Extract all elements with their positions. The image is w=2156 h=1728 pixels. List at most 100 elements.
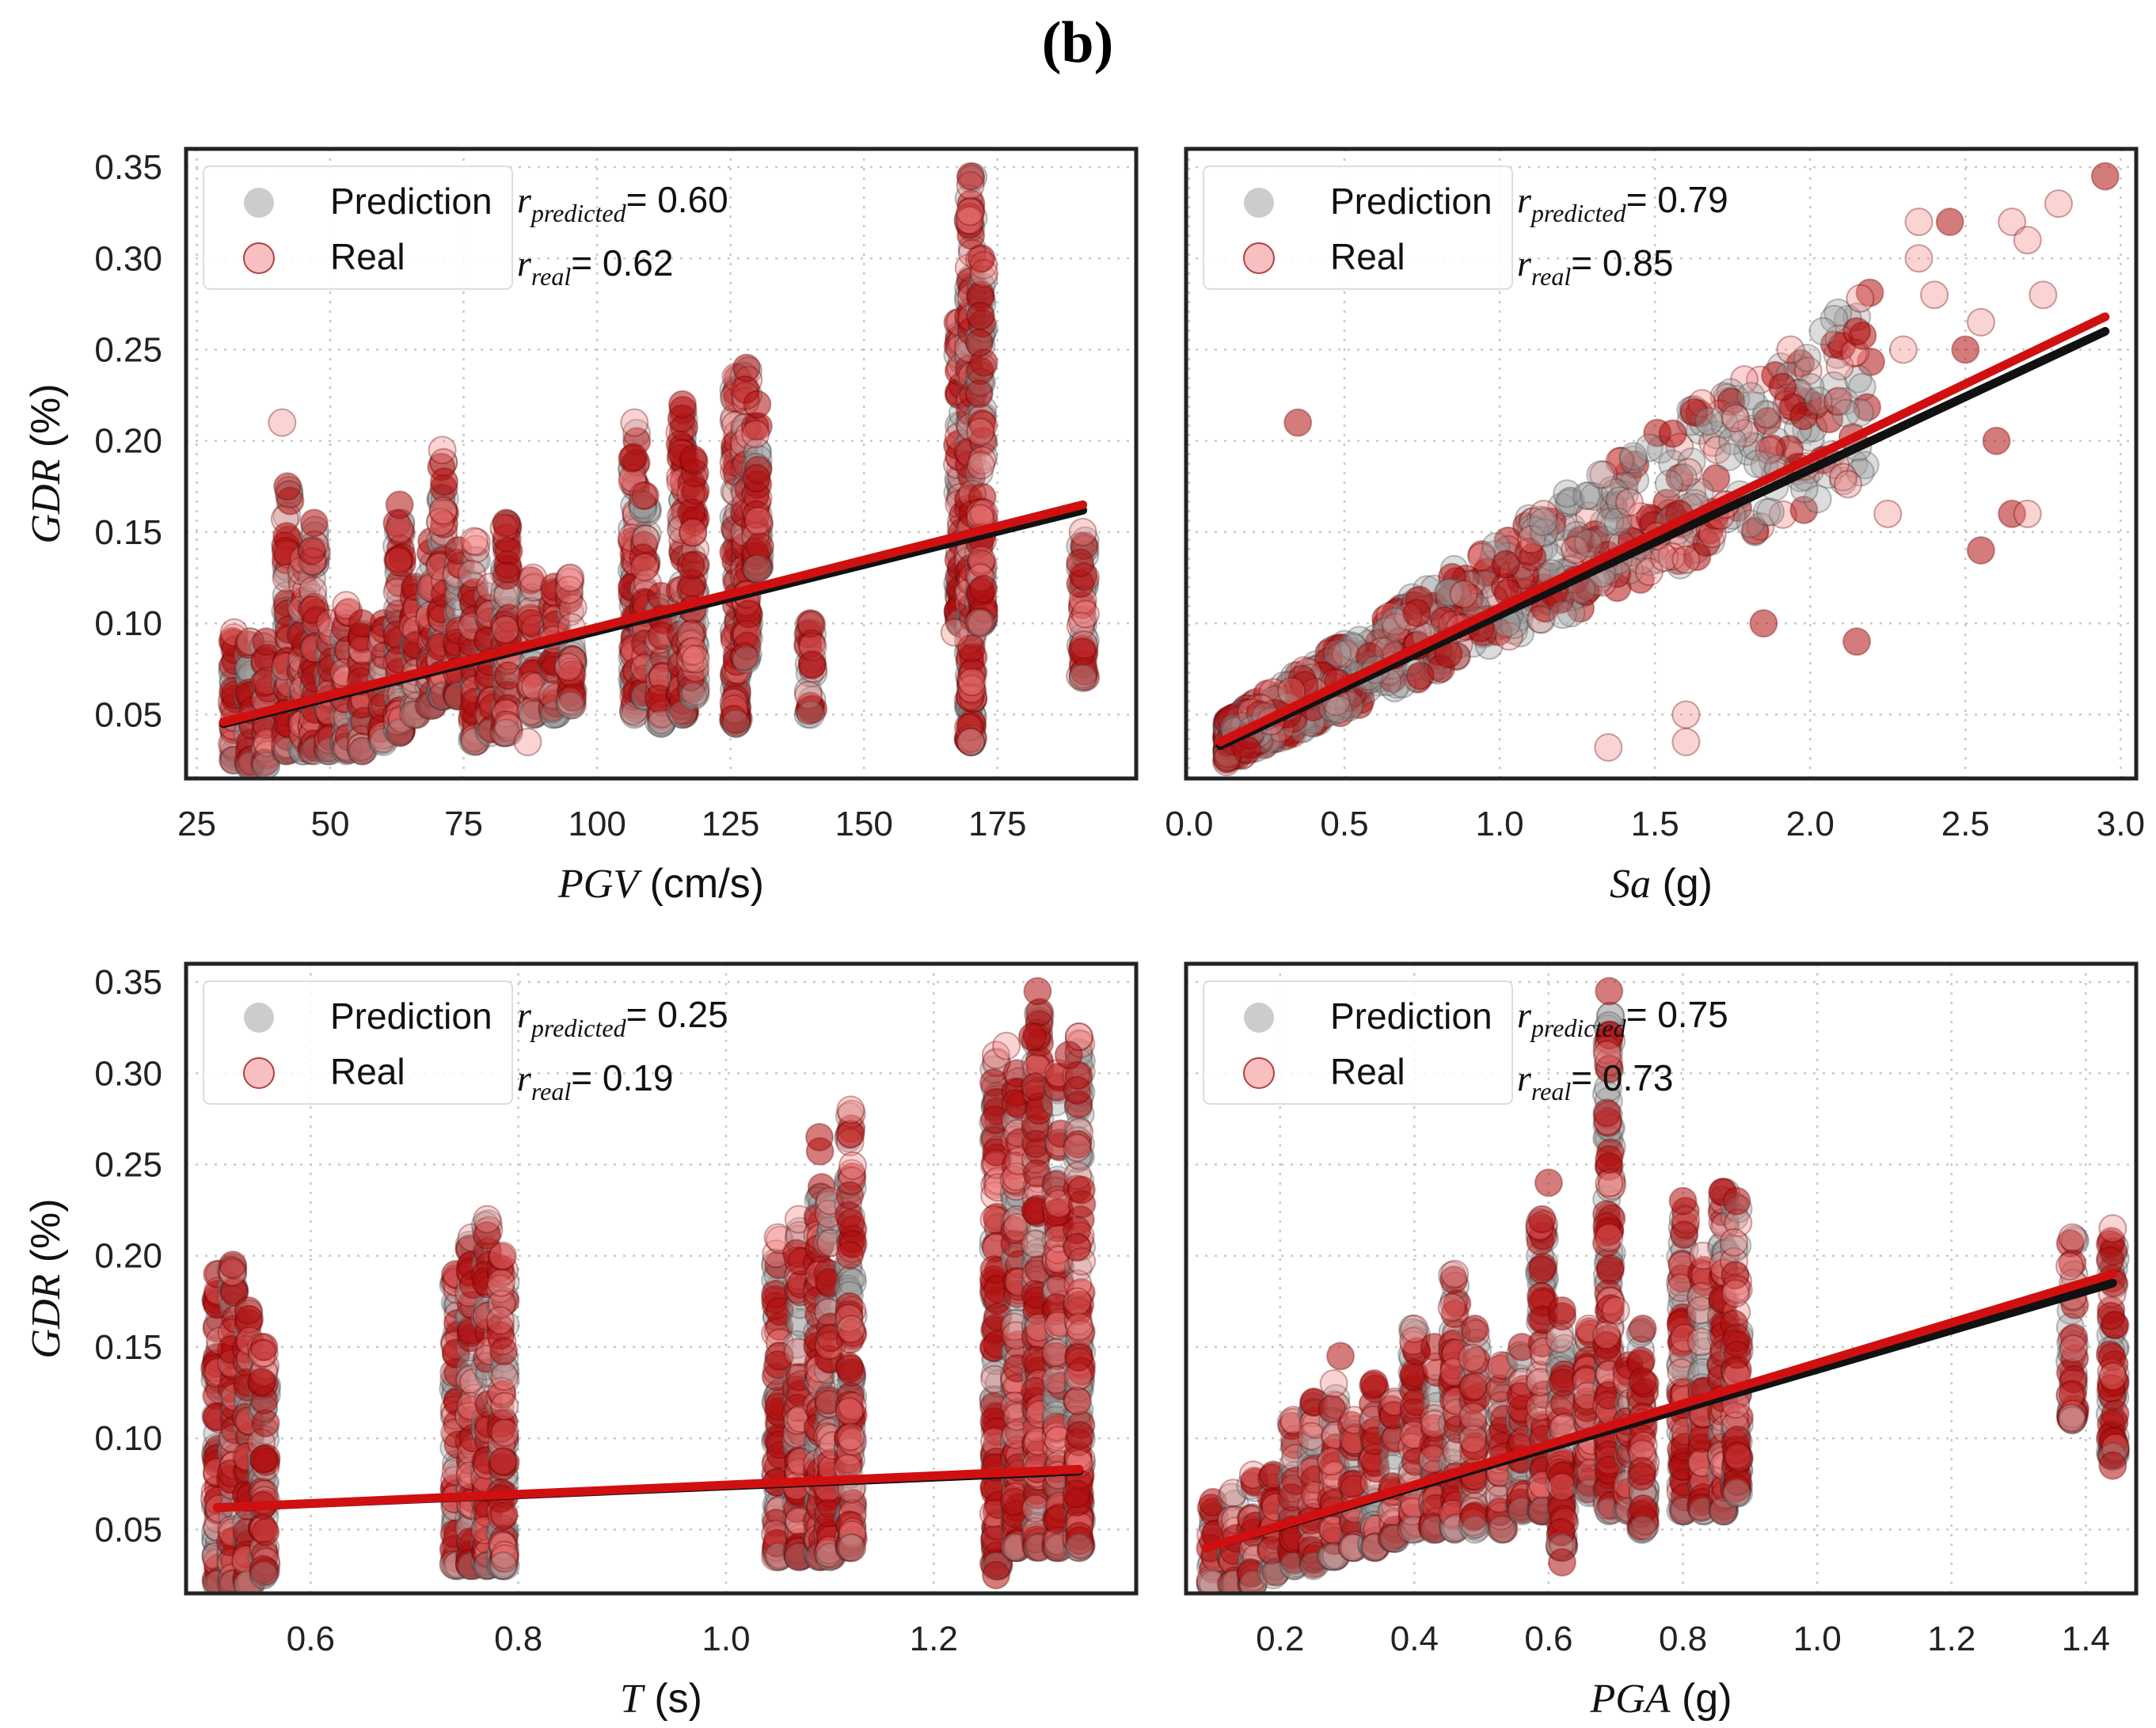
y-tick-label: 0.35 — [94, 148, 162, 187]
prediction-point — [1537, 514, 1566, 543]
y-tick-label: 0.10 — [94, 604, 162, 643]
real-point — [428, 436, 457, 465]
real-point — [740, 554, 770, 583]
real-point — [1599, 491, 1629, 520]
prediction-point — [556, 691, 585, 720]
real-point — [794, 680, 823, 710]
prediction-point — [1829, 466, 1858, 496]
real-point — [1674, 458, 1703, 487]
prediction-point — [1796, 372, 1825, 402]
real-point — [492, 698, 521, 728]
real-point — [743, 506, 773, 535]
legend-label-real: Real — [330, 236, 405, 277]
prediction-point — [1562, 520, 1591, 550]
prediction-point — [385, 718, 414, 748]
real-point — [1951, 335, 1980, 364]
real-point — [719, 704, 748, 733]
real-point — [1515, 537, 1544, 566]
real-point — [964, 379, 994, 409]
real-point — [838, 1151, 867, 1180]
real-point — [1517, 525, 1546, 554]
real-point — [956, 206, 985, 235]
r-predicted-annotation: rpredicted= 0.79 — [1517, 179, 1728, 227]
real-point — [1749, 609, 1778, 638]
r-subscript-predicted: predicted — [530, 199, 627, 227]
real-point — [676, 620, 705, 649]
real-point — [462, 527, 491, 557]
prediction-point — [1714, 442, 1743, 471]
real-point — [489, 1447, 518, 1476]
real-point — [234, 1296, 263, 1325]
real-point — [2090, 162, 2120, 191]
real-point — [676, 637, 705, 666]
real-point — [490, 710, 519, 739]
prediction-point — [1526, 505, 1555, 535]
prediction-point — [1557, 487, 1586, 516]
real-point — [835, 1120, 865, 1149]
real-point — [732, 353, 761, 383]
prediction-point — [1751, 399, 1781, 428]
real-point — [667, 390, 697, 419]
real-point — [492, 710, 522, 740]
real-point — [1066, 548, 1095, 577]
real-point — [679, 518, 708, 547]
real-point — [1904, 244, 1934, 273]
real-point — [1405, 661, 1435, 691]
prediction-point — [1323, 638, 1352, 668]
real-point — [273, 472, 302, 501]
real-point — [1665, 463, 1694, 493]
real-point — [956, 727, 986, 756]
real-point — [675, 644, 705, 673]
real-point — [553, 653, 583, 682]
real-point — [968, 409, 997, 438]
real-point — [491, 615, 520, 644]
real-point — [247, 1367, 276, 1396]
real-point — [268, 408, 297, 437]
real-point — [429, 509, 458, 539]
real-point — [554, 575, 584, 604]
figure-label: (b) — [1042, 10, 1113, 75]
prediction-point — [348, 736, 377, 766]
real-point — [249, 1332, 279, 1361]
real-point — [966, 301, 995, 330]
prediction-point — [1603, 507, 1633, 536]
real-point — [1455, 584, 1485, 613]
real-point — [968, 446, 997, 475]
real-point — [1671, 700, 1701, 729]
real-point — [348, 736, 377, 766]
prediction-point — [1819, 371, 1849, 400]
real-point — [1755, 436, 1784, 465]
real-point — [957, 668, 987, 697]
prediction-point — [1702, 421, 1731, 450]
prediction-point — [1442, 578, 1471, 607]
prediction-point — [1803, 485, 1832, 514]
prediction-point — [679, 682, 708, 711]
real-point — [555, 564, 584, 593]
real-point — [516, 671, 546, 700]
real-point — [966, 451, 995, 480]
real-point — [956, 712, 986, 741]
y-tick-label: 0.25 — [94, 330, 162, 369]
real-point — [835, 1353, 865, 1383]
x-axis-unit: (g) — [1651, 861, 1713, 907]
real-point — [1793, 356, 1823, 386]
real-point — [964, 328, 994, 357]
plot-frame — [184, 147, 1139, 781]
x-tick-label: 3.0 — [2097, 805, 2145, 843]
real-point — [1382, 613, 1411, 642]
real-point — [620, 408, 649, 437]
prediction-point — [462, 546, 492, 575]
real-point — [1729, 365, 1759, 394]
prediction-point — [1677, 447, 1706, 476]
real-point — [836, 1422, 865, 1452]
prediction-point — [1644, 545, 1673, 574]
prediction-point — [1694, 407, 1724, 436]
x-tick-label: 50 — [311, 805, 350, 843]
real-point — [1594, 733, 1623, 762]
real-point — [1589, 460, 1618, 489]
prediction-point — [1808, 317, 1838, 346]
legend-marker-real — [243, 242, 275, 274]
x-tick-label: 1.0 — [1475, 805, 1523, 843]
real-point — [1519, 507, 1548, 536]
